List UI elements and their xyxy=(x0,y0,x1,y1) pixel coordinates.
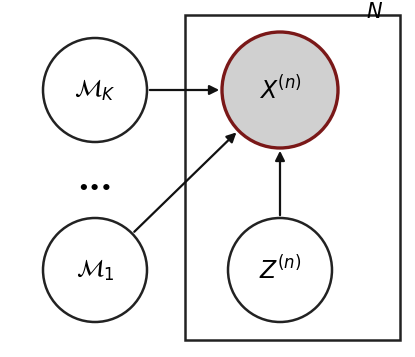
Ellipse shape xyxy=(222,32,338,148)
Text: $Z^{(n)}$: $Z^{(n)}$ xyxy=(259,256,301,284)
Text: $\mathcal{M}_K$: $\mathcal{M}_K$ xyxy=(74,77,116,102)
Text: $\mathcal{M}_1$: $\mathcal{M}_1$ xyxy=(76,257,115,283)
Ellipse shape xyxy=(228,218,332,322)
Ellipse shape xyxy=(43,38,147,142)
Text: $X^{(n)}$: $X^{(n)}$ xyxy=(259,76,301,104)
Bar xyxy=(185,15,400,340)
Text: ...: ... xyxy=(77,164,112,196)
Text: $N$: $N$ xyxy=(366,2,383,22)
Ellipse shape xyxy=(43,218,147,322)
